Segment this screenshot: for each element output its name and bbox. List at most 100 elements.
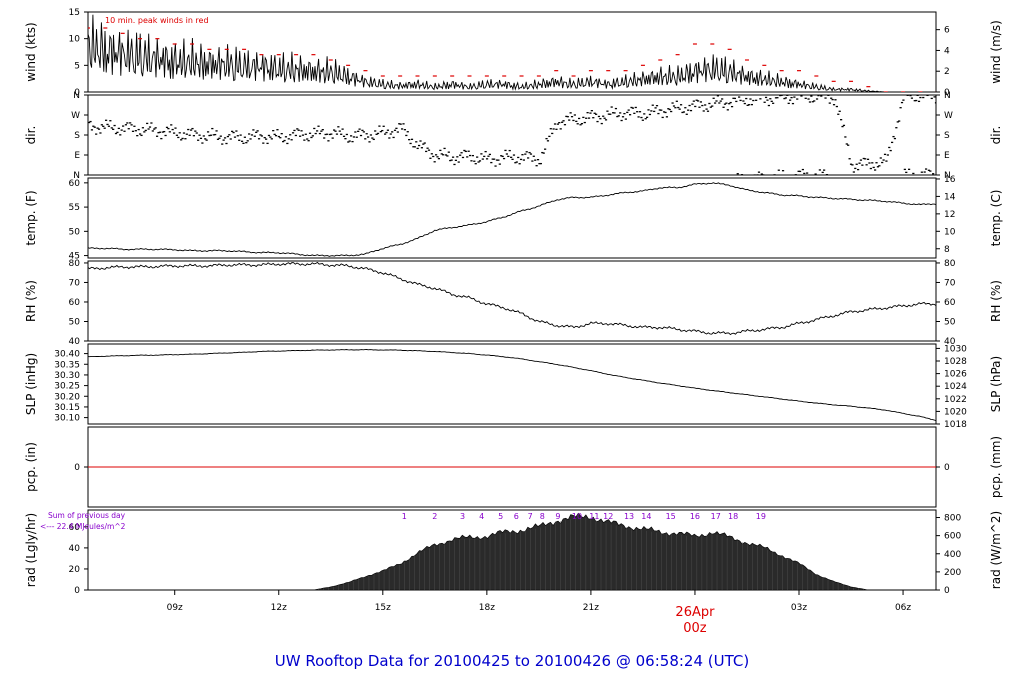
dir-point <box>858 162 861 164</box>
dir-point <box>807 98 810 100</box>
dir-point <box>457 161 460 163</box>
dir-point <box>620 119 623 122</box>
dir-point <box>359 134 363 137</box>
dir-point <box>532 155 535 157</box>
wind-ytick-label: 15 <box>69 8 80 18</box>
dir-point <box>842 124 846 127</box>
dir-point <box>811 101 814 103</box>
dir-point <box>341 128 344 130</box>
dir-point <box>119 134 122 136</box>
dir-ytick-right-label: E <box>944 151 950 161</box>
dir-point <box>361 129 364 132</box>
dir-point <box>130 124 133 126</box>
dir-point <box>704 104 707 106</box>
dir-ytick-label: S <box>74 131 80 141</box>
dir-point <box>787 102 790 105</box>
dir-point <box>776 97 779 99</box>
dir-point <box>177 136 180 139</box>
rh-ytick-label: 60 <box>69 298 81 308</box>
dir-point <box>616 115 619 118</box>
dir-point <box>158 131 162 133</box>
dir-point <box>228 134 231 136</box>
dir-point <box>351 140 354 143</box>
dir-point <box>171 128 174 131</box>
dir-point <box>512 154 516 156</box>
dir-point <box>899 107 902 109</box>
dir-point <box>644 118 647 120</box>
dir-point <box>660 109 663 111</box>
dir-point <box>417 144 421 147</box>
dir-point <box>783 97 786 100</box>
dir-point <box>566 116 569 118</box>
dir-point <box>347 141 350 143</box>
dir-point <box>525 151 528 153</box>
dir-point <box>882 159 885 161</box>
dir-point <box>603 117 606 119</box>
dir-point <box>382 125 385 127</box>
dir-point <box>701 104 704 107</box>
rad-hour-label: 14 <box>641 512 651 521</box>
dir-point <box>233 136 237 138</box>
dir-point <box>123 130 126 132</box>
dir-point <box>692 100 695 102</box>
dir-point <box>636 111 639 113</box>
dir-point <box>164 134 167 137</box>
dir-point <box>148 126 152 128</box>
dir-point <box>926 95 929 97</box>
dir-point <box>147 128 150 130</box>
temp-ylabel: temp. (F) <box>24 190 38 245</box>
time-tick-label: 21z <box>583 603 599 613</box>
dir-point <box>323 137 326 139</box>
dir-point <box>514 162 517 164</box>
temp-ytick-label: 55 <box>69 203 80 213</box>
dir-point <box>99 132 102 134</box>
dir-point <box>749 98 752 100</box>
dir-point <box>558 122 561 124</box>
dir-point <box>286 142 289 145</box>
dir-point <box>667 108 670 110</box>
dir-point <box>180 139 183 141</box>
dir-point <box>423 142 426 144</box>
dir-point <box>318 132 322 135</box>
dir-point <box>109 120 112 122</box>
dir-point <box>849 163 853 165</box>
dir-point <box>866 158 870 160</box>
dir-point <box>490 161 493 164</box>
dir-point <box>518 163 521 165</box>
dir-point <box>699 101 703 103</box>
dir-point <box>491 158 494 160</box>
dir-point <box>226 135 229 138</box>
dir-point <box>388 137 391 139</box>
temp-series-line <box>88 182 936 257</box>
dir-point <box>216 138 220 140</box>
dir-point <box>497 159 500 161</box>
dir-point <box>434 154 438 156</box>
dir-point <box>218 137 221 139</box>
dir-point <box>832 104 836 106</box>
dir-point <box>890 141 894 144</box>
wind-ytick-label: 0 <box>74 88 80 98</box>
dir-point <box>138 133 142 135</box>
dir-point <box>740 174 744 175</box>
dir-point <box>678 108 681 110</box>
wind-ylabel: wind (kts) <box>24 22 38 81</box>
dir-point <box>463 149 466 152</box>
dir-point <box>909 95 912 97</box>
dir-point <box>810 95 813 97</box>
dir-point <box>762 174 765 175</box>
dir-point <box>742 100 745 102</box>
dir-point <box>331 137 334 139</box>
dir-point <box>864 158 867 160</box>
dir-point <box>467 150 470 152</box>
slp-ytick-label: 30.10 <box>54 414 80 424</box>
dir-point <box>706 110 710 112</box>
dir-point <box>243 136 246 138</box>
dir-point <box>129 122 132 124</box>
dir-point <box>439 149 442 152</box>
date-label: 26Apr <box>675 605 715 620</box>
dir-point <box>803 172 806 175</box>
dir-point <box>883 153 887 156</box>
dir-point <box>408 138 411 141</box>
dir-ylabel-right: dir. <box>989 126 1003 145</box>
dir-point <box>568 119 571 121</box>
